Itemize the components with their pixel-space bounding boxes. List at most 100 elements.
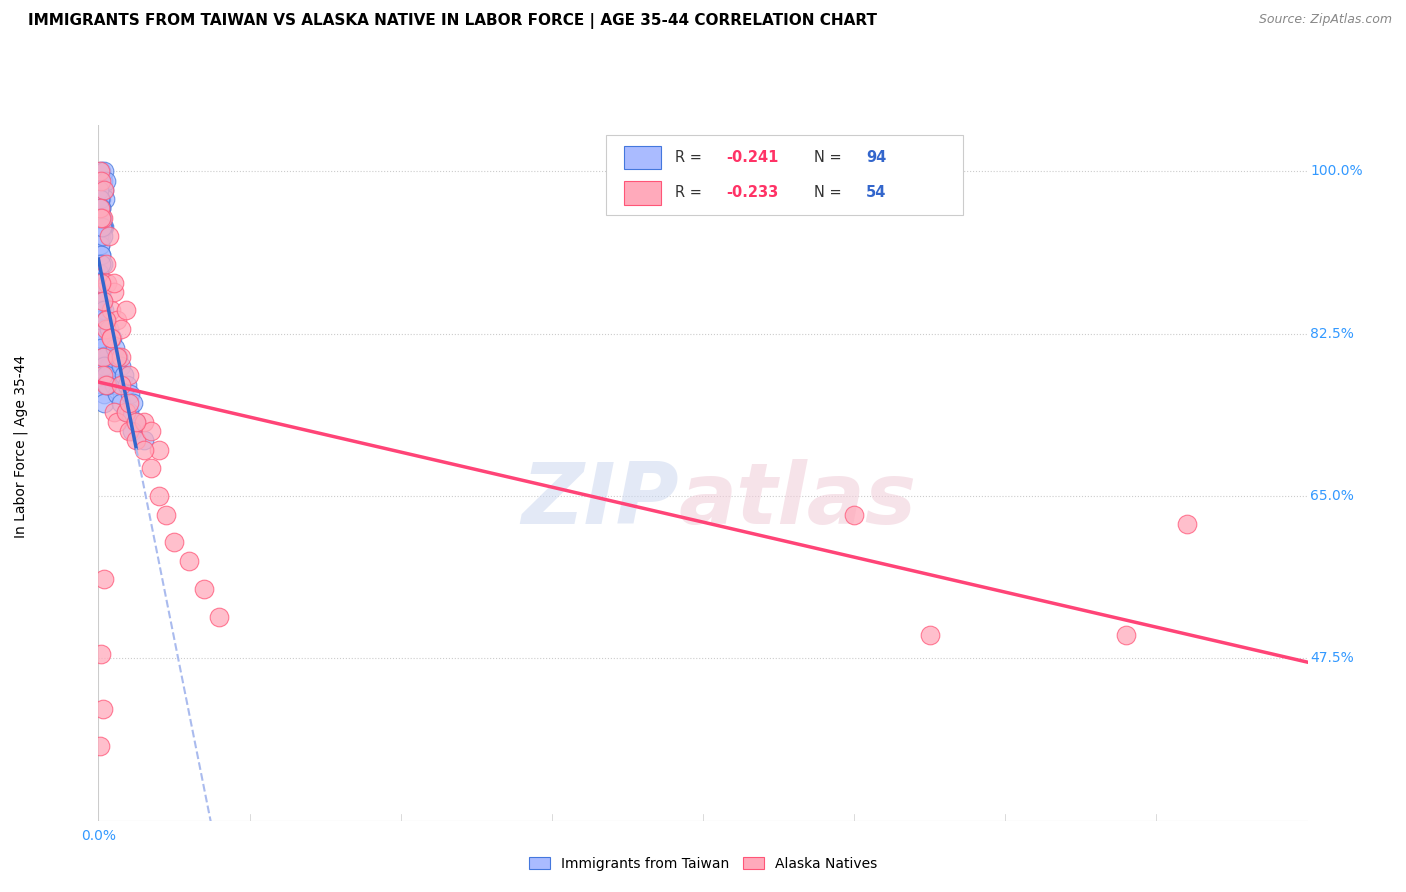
Point bbox=[89, 173, 111, 187]
Point bbox=[91, 322, 114, 336]
Point bbox=[918, 628, 941, 642]
Point bbox=[93, 183, 115, 197]
Point bbox=[90, 312, 112, 326]
Point bbox=[91, 211, 114, 225]
Point bbox=[93, 387, 115, 401]
Point bbox=[96, 377, 118, 392]
Point bbox=[208, 609, 231, 624]
Point bbox=[141, 424, 163, 438]
Point bbox=[89, 202, 111, 216]
Point bbox=[93, 303, 115, 318]
FancyBboxPatch shape bbox=[624, 146, 661, 169]
Point bbox=[91, 368, 114, 383]
Point bbox=[110, 396, 132, 410]
Point bbox=[91, 294, 114, 309]
Point bbox=[103, 405, 125, 419]
Point bbox=[100, 331, 122, 345]
Point bbox=[90, 359, 112, 373]
Point bbox=[112, 368, 135, 383]
Point bbox=[93, 164, 115, 178]
Point bbox=[91, 229, 114, 244]
Point bbox=[91, 173, 114, 187]
Text: R =: R = bbox=[675, 150, 707, 165]
Point bbox=[89, 276, 111, 290]
Text: -0.233: -0.233 bbox=[725, 186, 779, 201]
Point bbox=[120, 387, 142, 401]
Point bbox=[105, 350, 128, 364]
Text: 94: 94 bbox=[866, 150, 887, 165]
Point bbox=[94, 312, 117, 326]
Point bbox=[101, 331, 124, 345]
Text: R =: R = bbox=[675, 186, 707, 201]
Point bbox=[96, 350, 118, 364]
Point bbox=[118, 424, 141, 438]
Text: 65.0%: 65.0% bbox=[1310, 489, 1354, 503]
Point bbox=[148, 442, 170, 457]
Point bbox=[90, 211, 112, 225]
Point bbox=[89, 266, 111, 280]
Point bbox=[163, 535, 186, 549]
Text: 0.0%: 0.0% bbox=[82, 829, 115, 843]
Point bbox=[100, 331, 122, 345]
Point bbox=[114, 405, 136, 419]
Point bbox=[89, 202, 111, 216]
Point bbox=[89, 202, 111, 216]
Point bbox=[141, 461, 163, 475]
Point bbox=[90, 303, 112, 318]
Point bbox=[93, 331, 115, 345]
Point bbox=[89, 183, 111, 197]
Point bbox=[89, 183, 111, 197]
Point bbox=[91, 312, 114, 326]
Point bbox=[89, 341, 111, 355]
Point bbox=[91, 350, 114, 364]
Point bbox=[90, 341, 112, 355]
Point bbox=[91, 303, 114, 318]
Point bbox=[94, 368, 117, 383]
Point bbox=[105, 415, 128, 429]
Point bbox=[177, 554, 201, 568]
Point bbox=[94, 322, 117, 336]
Legend: Immigrants from Taiwan, Alaska Natives: Immigrants from Taiwan, Alaska Natives bbox=[523, 851, 883, 876]
Text: 82.5%: 82.5% bbox=[1310, 326, 1354, 341]
Text: N =: N = bbox=[814, 150, 846, 165]
Text: In Labor Force | Age 35-44: In Labor Force | Age 35-44 bbox=[14, 354, 28, 538]
Point bbox=[132, 434, 155, 448]
Point bbox=[91, 294, 114, 309]
Point bbox=[93, 331, 115, 345]
Point bbox=[115, 377, 138, 392]
Text: N =: N = bbox=[814, 186, 846, 201]
Point bbox=[91, 219, 114, 234]
Text: -0.241: -0.241 bbox=[725, 150, 779, 165]
Point bbox=[118, 368, 141, 383]
Point bbox=[91, 377, 114, 392]
Point bbox=[132, 442, 155, 457]
Point bbox=[89, 229, 111, 244]
Point bbox=[110, 350, 132, 364]
Point bbox=[91, 350, 114, 364]
Point bbox=[90, 211, 112, 225]
Point bbox=[91, 183, 114, 197]
Point bbox=[121, 424, 143, 438]
Point bbox=[91, 219, 114, 234]
Point bbox=[90, 248, 112, 262]
Point bbox=[91, 312, 114, 326]
Point bbox=[1175, 516, 1198, 531]
Point bbox=[103, 377, 125, 392]
Point bbox=[91, 257, 114, 271]
Point bbox=[89, 331, 111, 345]
Text: IMMIGRANTS FROM TAIWAN VS ALASKA NATIVE IN LABOR FORCE | AGE 35-44 CORRELATION C: IMMIGRANTS FROM TAIWAN VS ALASKA NATIVE … bbox=[28, 13, 877, 29]
Point bbox=[103, 285, 125, 299]
Point bbox=[100, 368, 122, 383]
Point bbox=[90, 211, 112, 225]
Point bbox=[110, 359, 132, 373]
Point bbox=[90, 276, 112, 290]
Point bbox=[125, 415, 148, 429]
Point bbox=[90, 211, 112, 225]
Point bbox=[89, 238, 111, 252]
Point bbox=[98, 229, 121, 244]
Text: 100.0%: 100.0% bbox=[1310, 164, 1362, 178]
Point bbox=[148, 489, 170, 503]
Point bbox=[89, 285, 111, 299]
Point bbox=[132, 415, 155, 429]
Point bbox=[93, 359, 115, 373]
